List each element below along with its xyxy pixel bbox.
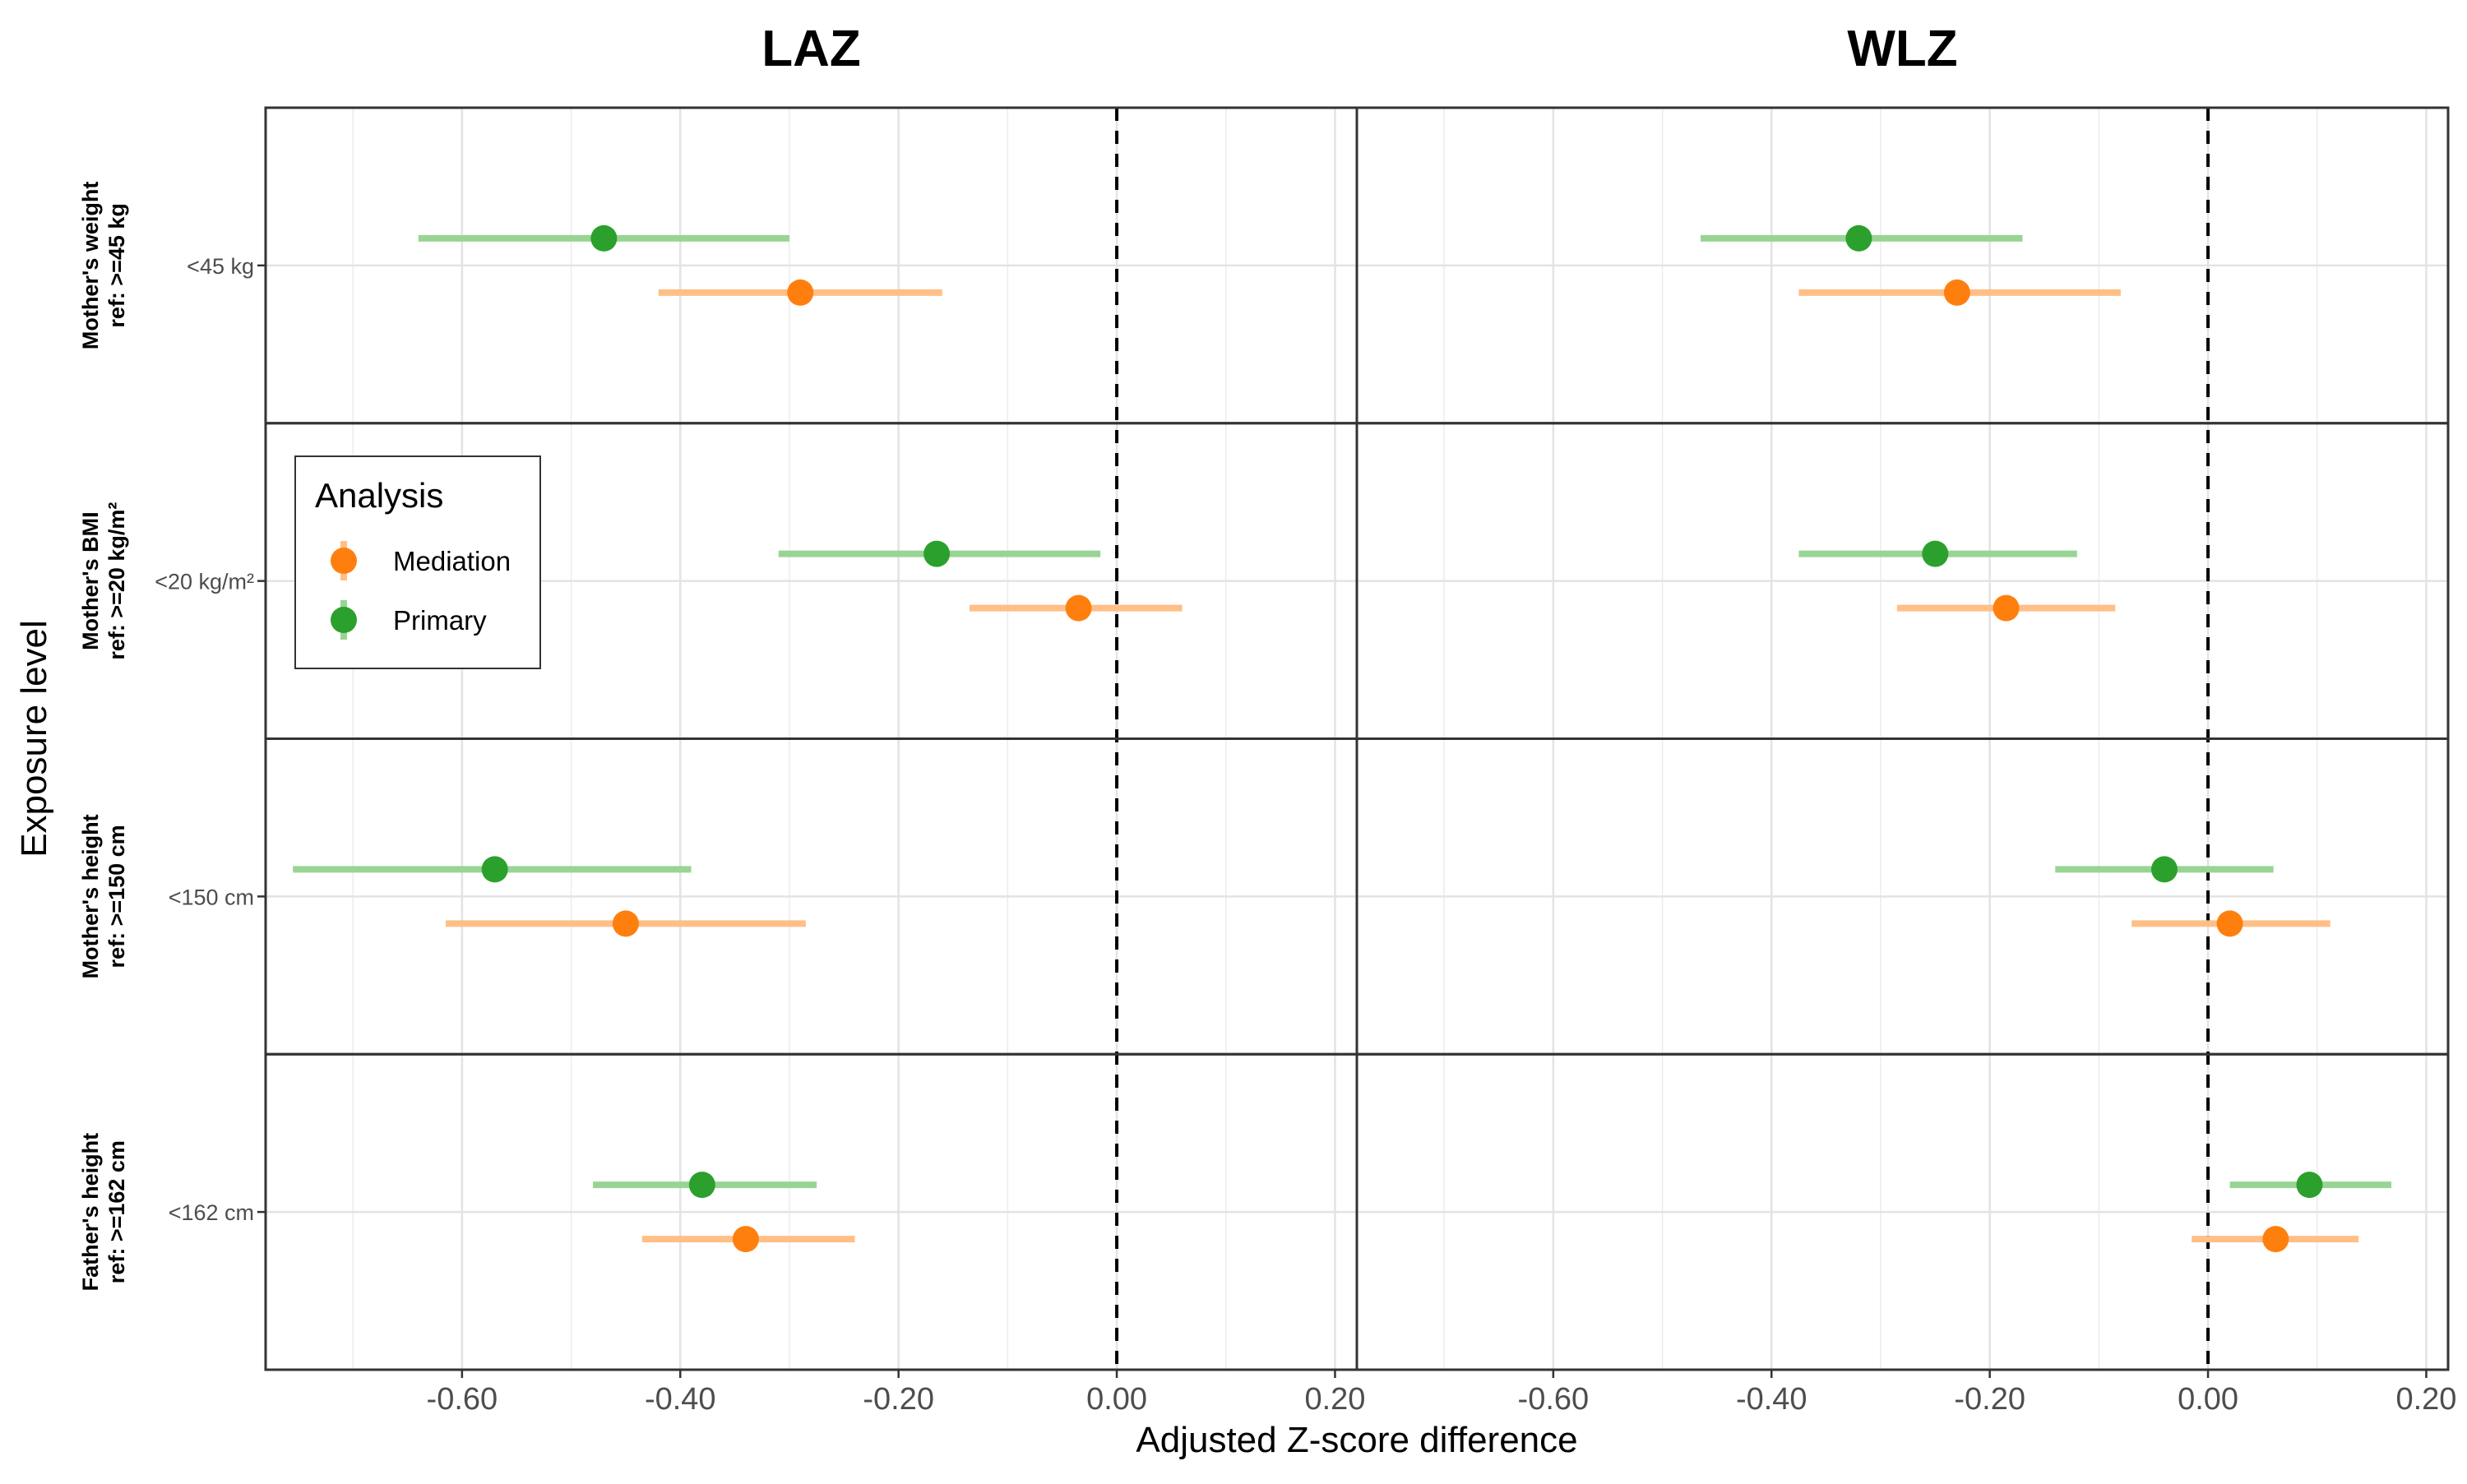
point-mediation [612, 910, 639, 937]
point-mediation [2262, 1226, 2289, 1253]
point-mediation [1943, 279, 1970, 306]
x-axis-title: Adjusted Z-score difference [1136, 1420, 1577, 1460]
legend-key-point [331, 607, 357, 633]
x-tick-label: -0.40 [645, 1382, 716, 1417]
x-tick-label: -0.20 [863, 1382, 934, 1417]
x-tick-label: 0.00 [2178, 1382, 2238, 1417]
point-primary [1922, 540, 1949, 567]
row-strip-variable: Mother's height [78, 814, 103, 978]
point-mediation [1993, 594, 2020, 622]
x-tick-label: -0.40 [1736, 1382, 1807, 1417]
y-tick-label: <150 cm [169, 885, 254, 909]
x-tick-label: -0.60 [427, 1382, 498, 1417]
legend-key-point [331, 548, 357, 574]
x-tick-label: 0.20 [1304, 1382, 1365, 1417]
row-strip-variable: Mother's weight [78, 182, 103, 349]
y-tick-label: <20 kg/m² [155, 570, 254, 594]
y-axis-title-group: Exposure level [14, 620, 54, 858]
point-primary [923, 540, 951, 567]
row-strip-reference: ref: >=45 kg [104, 203, 129, 328]
point-primary [590, 224, 618, 252]
point-mediation [2216, 910, 2243, 937]
point-primary [2296, 1172, 2323, 1199]
y-axis-title: Exposure level [14, 620, 54, 858]
legend-label-primary: Primary [393, 605, 487, 636]
row-strip-reference: ref: >=150 cm [104, 825, 129, 968]
panel-borders [264, 106, 2450, 1371]
point-mediation [787, 279, 814, 306]
panel-border [1355, 1052, 2450, 1371]
row-strip-label: Mother's weight ref: >=45 kg [78, 182, 129, 349]
point-primary [481, 856, 508, 883]
x-tick-label: 0.00 [1086, 1382, 1147, 1417]
y-tick-label: <162 cm [169, 1200, 254, 1225]
x-tick-label: 0.20 [2395, 1382, 2456, 1417]
point-primary [1845, 224, 1872, 252]
point-mediation [1065, 594, 1092, 622]
legend-label-mediation: Mediation [393, 546, 511, 576]
x-tick-label: -0.60 [1518, 1382, 1590, 1417]
legend: Analysis Mediation Primary [294, 455, 541, 669]
row-strip-label: Mother's height ref: >=150 cm [78, 814, 129, 978]
point-mediation [732, 1226, 759, 1253]
x-tick-label: -0.20 [1954, 1382, 2025, 1417]
row-strip-variable: Mother's BMI [78, 511, 103, 650]
row-strip-reference: ref: >=162 cm [104, 1140, 129, 1283]
legend-title: Analysis [315, 476, 443, 515]
point-primary [2150, 856, 2178, 883]
data-marks [293, 224, 2391, 1253]
facet-title-laz: LAZ [761, 21, 861, 77]
row-strip-label: Father's height ref: >=162 cm [78, 1133, 129, 1291]
point-primary [688, 1172, 715, 1199]
row-strip-reference: ref: >=20 kg/m² [104, 502, 129, 660]
y-tick-label: <45 kg [187, 254, 254, 279]
facet-title-wlz: WLZ [1847, 21, 1957, 77]
row-strip-variable: Father's height [78, 1133, 103, 1291]
row-strip-label: Mother's BMI ref: >=20 kg/m² [78, 502, 129, 660]
